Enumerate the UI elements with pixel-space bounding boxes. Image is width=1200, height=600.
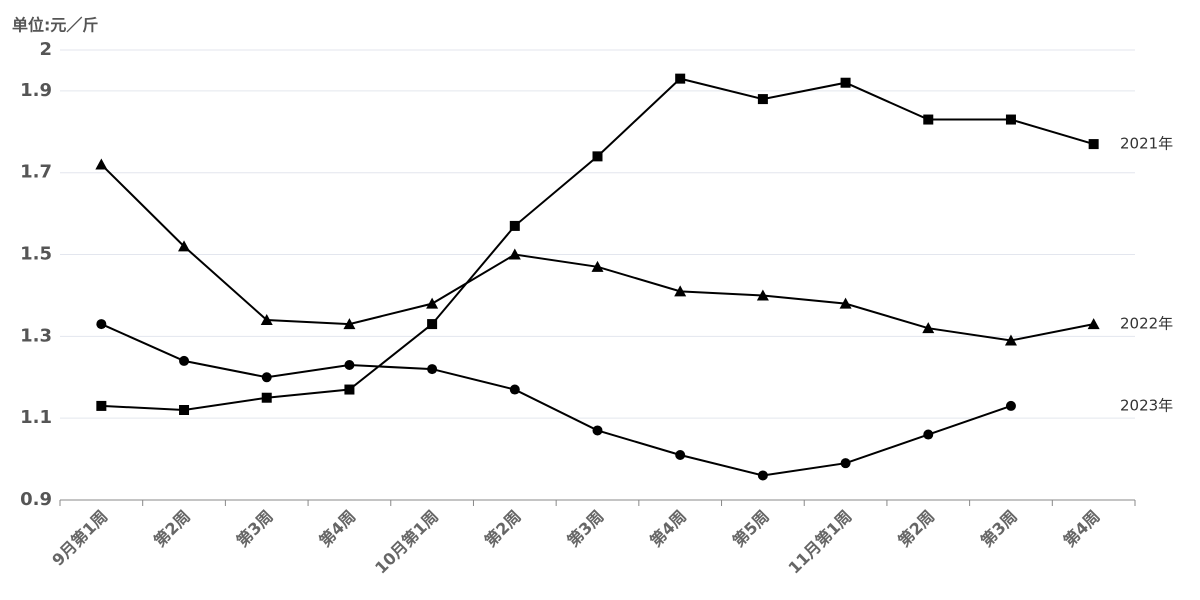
y-tick-label: 2 bbox=[39, 39, 52, 60]
marker bbox=[179, 355, 190, 366]
x-tick-label: 第2周 bbox=[481, 507, 525, 551]
marker bbox=[343, 318, 356, 330]
x-tick-label: 10月第1周 bbox=[371, 507, 442, 578]
marker bbox=[179, 405, 190, 415]
x-tick-label: 第3周 bbox=[233, 507, 277, 551]
marker bbox=[675, 450, 686, 460]
x-tick-label: 第4周 bbox=[315, 507, 359, 551]
y-tick-label: 0.9 bbox=[20, 489, 52, 510]
marker bbox=[1005, 114, 1016, 125]
marker bbox=[757, 94, 768, 105]
marker bbox=[427, 364, 438, 375]
y-tick-label: 1.3 bbox=[20, 325, 52, 346]
marker bbox=[840, 77, 851, 88]
series-label: 2022年 bbox=[1120, 315, 1173, 333]
unit-label: 单位:元／斤 bbox=[12, 16, 98, 35]
marker bbox=[674, 285, 687, 297]
marker bbox=[1004, 334, 1017, 346]
x-tick-label: 第5周 bbox=[729, 507, 773, 551]
marker bbox=[260, 314, 273, 325]
marker bbox=[261, 372, 272, 383]
marker bbox=[839, 297, 852, 309]
y-tick-label: 1.5 bbox=[20, 244, 52, 265]
marker bbox=[509, 220, 520, 231]
marker bbox=[261, 392, 272, 403]
x-tick-label: 第4周 bbox=[1060, 507, 1104, 551]
marker bbox=[840, 458, 851, 469]
x-tick-label: 第2周 bbox=[150, 507, 194, 551]
y-tick-label: 1.9 bbox=[20, 80, 52, 101]
marker bbox=[344, 384, 355, 395]
marker bbox=[95, 158, 108, 170]
series-label: 2023年 bbox=[1120, 396, 1173, 414]
x-tick-label: 第3周 bbox=[564, 507, 608, 551]
series-line bbox=[100, 163, 1094, 342]
y-tick-label: 1.7 bbox=[20, 162, 52, 183]
marker bbox=[757, 470, 768, 481]
marker bbox=[591, 260, 604, 272]
marker bbox=[509, 384, 520, 395]
marker bbox=[592, 151, 603, 162]
x-tick-label: 第4周 bbox=[646, 507, 690, 551]
marker bbox=[675, 73, 686, 84]
marker bbox=[592, 425, 603, 436]
marker bbox=[344, 360, 355, 370]
series-label: 2021年 bbox=[1120, 135, 1173, 153]
marker bbox=[96, 319, 107, 330]
x-tick-label: 11月第1周 bbox=[785, 507, 856, 578]
x-tick-label: 第2周 bbox=[894, 507, 938, 551]
marker bbox=[1088, 139, 1099, 150]
marker bbox=[178, 240, 191, 252]
series-line bbox=[100, 323, 1012, 477]
marker bbox=[922, 322, 935, 334]
x-tick-label: 9月第1周 bbox=[48, 507, 111, 570]
x-tick-label: 第3周 bbox=[977, 507, 1021, 551]
marker bbox=[426, 297, 439, 309]
y-tick-label: 1.1 bbox=[20, 407, 52, 428]
marker bbox=[923, 114, 934, 125]
marker bbox=[96, 400, 107, 411]
marker bbox=[427, 319, 438, 330]
marker bbox=[1005, 400, 1016, 411]
series-line bbox=[101, 77, 1094, 412]
marker bbox=[508, 248, 521, 260]
marker bbox=[923, 429, 934, 440]
marker bbox=[1087, 318, 1100, 330]
marker bbox=[756, 289, 769, 301]
